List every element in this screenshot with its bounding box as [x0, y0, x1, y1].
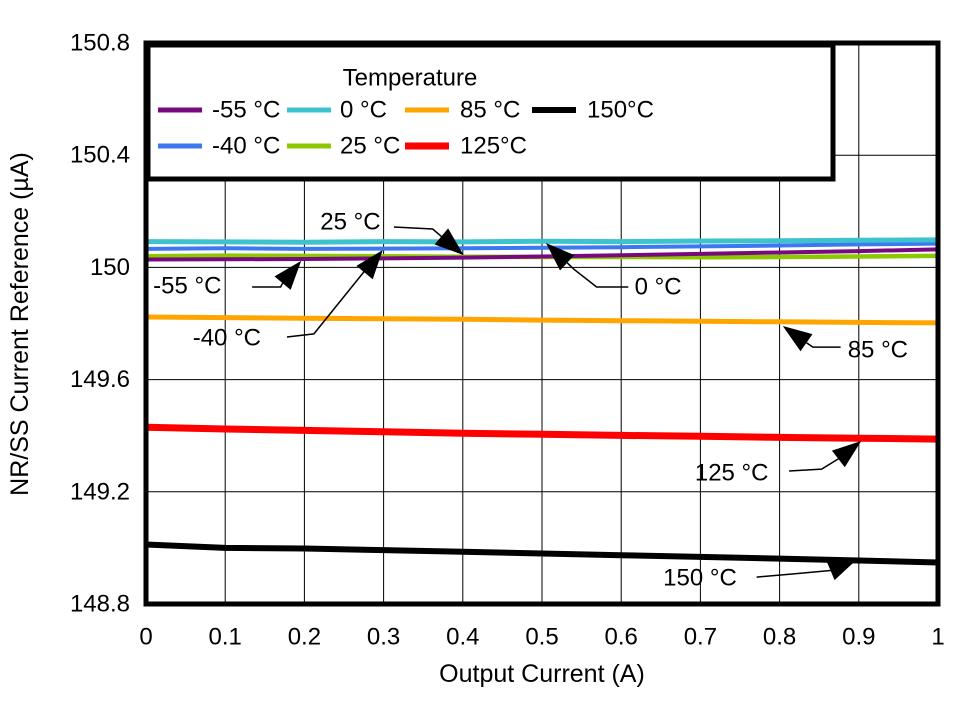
series-line-125C	[145, 423, 939, 443]
annotation-leader	[252, 282, 284, 288]
annotation-arrowhead	[546, 243, 575, 271]
annotation-arrowhead	[274, 260, 302, 290]
annotation-arrowhead	[831, 441, 862, 468]
legend-label-25C: 25 °C	[340, 133, 400, 160]
annotation-leader	[286, 268, 366, 338]
x-tick-label: 0.9	[842, 624, 875, 651]
legend-label--40C: -40 °C	[212, 133, 280, 160]
legend-label--55C: -55 °C	[212, 97, 280, 124]
x-axis-title: Output Current (A)	[439, 660, 645, 688]
annotation-arrowhead	[356, 250, 383, 280]
legend-label-85C: 85 °C	[460, 97, 520, 124]
y-tick-label: 150	[90, 254, 130, 281]
annotation-arrowhead	[826, 559, 858, 581]
legend-label-150C: 150°C	[587, 97, 654, 124]
annotation-leader	[756, 569, 831, 578]
x-tick-label: 0.1	[209, 624, 242, 651]
legend-label-0C: 0 °C	[340, 97, 387, 124]
annotation-label-150C: 150 °C	[663, 564, 737, 591]
annotation-label-25C: 25 °C	[320, 208, 380, 235]
series-line-85C	[145, 314, 939, 326]
x-tick-label: 0	[139, 624, 152, 651]
x-tick-label: 0.4	[446, 624, 479, 651]
annotation-leader	[789, 458, 839, 472]
legend-box	[145, 42, 836, 182]
y-tick-label: 149.6	[70, 366, 130, 393]
annotation-leader	[806, 342, 841, 348]
x-tick-label: 1	[931, 624, 944, 651]
x-tick-label: 0.3	[367, 624, 400, 651]
x-tick-label: 0.5	[525, 624, 558, 651]
y-tick-label: 150.8	[70, 30, 130, 57]
annotation-label--55C: -55 °C	[153, 272, 221, 299]
series-line-0C	[145, 237, 939, 245]
annotation-label--40C: -40 °C	[193, 325, 261, 352]
x-tick-label: 0.6	[605, 624, 638, 651]
legend-title: Temperature	[343, 65, 478, 92]
annotation-leader	[566, 262, 629, 288]
x-tick-label: 0.8	[763, 624, 796, 651]
annotation-arrowhead	[434, 228, 464, 256]
y-axis-title: NR/SS Current Reference (µA)	[6, 152, 34, 496]
y-tick-label: 148.8	[70, 591, 130, 618]
y-tick-label: 150.4	[70, 142, 130, 169]
series-line--40C	[145, 241, 939, 251]
y-tick-label: 149.2	[70, 478, 130, 505]
x-tick-label: 0.2	[288, 624, 321, 651]
annotation-arrowhead	[782, 326, 813, 352]
annotation-label-0C: 0 °C	[635, 274, 682, 301]
annotation-label-125C: 125 °C	[695, 460, 769, 487]
series-line-150C	[145, 541, 939, 566]
x-tick-label: 0.7	[684, 624, 717, 651]
annotation-leader	[393, 226, 442, 237]
series-line--55C	[145, 247, 939, 262]
legend-label-125C: 125°C	[460, 133, 527, 160]
annotation-label-85C: 85 °C	[848, 336, 908, 363]
